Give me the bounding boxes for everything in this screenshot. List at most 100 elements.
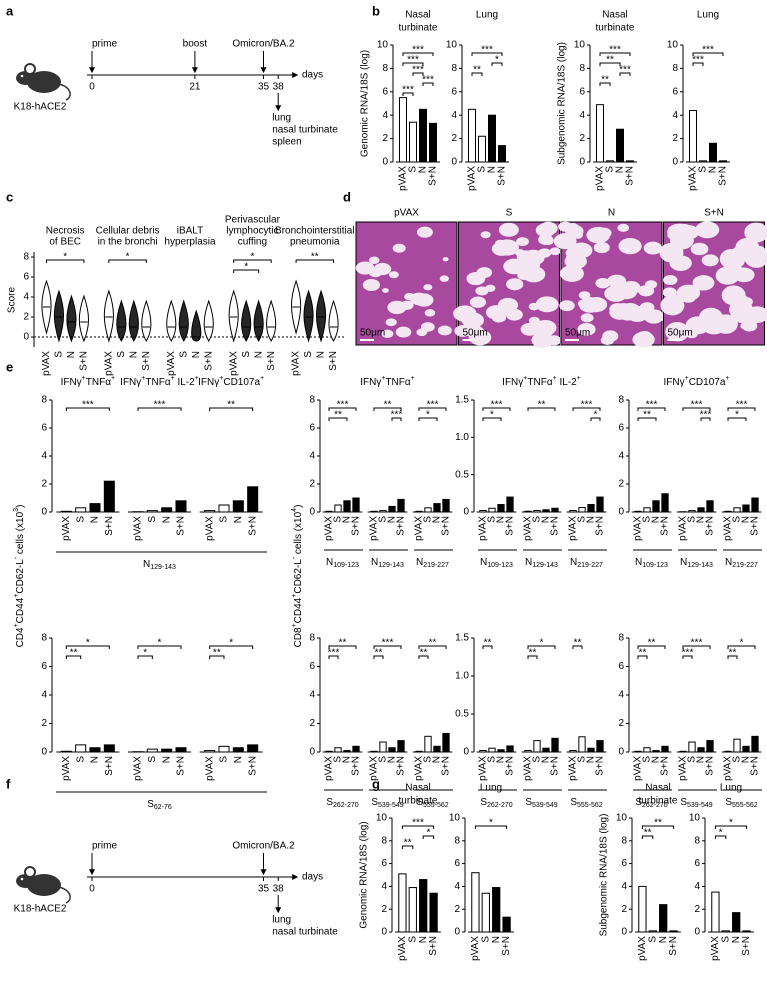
x-tick-label: S+N [550, 516, 561, 536]
chart-heading: IFNγ+TNFα+ [360, 375, 415, 387]
text-part: N [480, 557, 487, 568]
bar [479, 749, 487, 753]
scale-bar [462, 339, 477, 341]
y-tick-label: 6 [23, 272, 29, 283]
text-part: S [725, 797, 732, 808]
significance-label: * [495, 55, 499, 66]
bar [634, 510, 642, 513]
y-tick-label: 2 [23, 312, 29, 323]
text-part: 262-270 [487, 802, 513, 809]
chart-title: Nasal [645, 783, 671, 794]
significance-bracket [700, 417, 711, 421]
x-tick-label: S+N [595, 516, 606, 536]
alveolar-space [382, 288, 389, 293]
text-part: IL-2 [175, 377, 195, 388]
bar [146, 510, 158, 513]
timeline-unit: days [302, 70, 323, 81]
significance-bracket [418, 655, 429, 659]
significance-bracket [373, 645, 402, 649]
x-tick-label: S [687, 756, 698, 763]
bar [542, 509, 550, 513]
y-tick-label: 0 [382, 157, 388, 168]
text-part: TNFα [385, 377, 410, 388]
significance-label: * [426, 410, 430, 421]
panel-label: d [343, 189, 351, 204]
alveolar-space [659, 242, 684, 263]
alveolar-space [387, 300, 407, 315]
bar [742, 745, 750, 753]
footer-label: S62-76 [147, 799, 172, 812]
significance-label: *** [736, 400, 748, 411]
y-tick-label: 10 [574, 40, 586, 51]
bar [502, 916, 511, 933]
y-axis-title: Genomic RNA/18S (log) [360, 50, 371, 157]
bar [616, 128, 624, 163]
y-tick-label: 8 [579, 63, 585, 74]
significance-label: *** [328, 648, 340, 659]
x-tick-label: S+N [176, 516, 187, 536]
bar [247, 486, 259, 513]
bar [533, 740, 541, 753]
bar [578, 736, 586, 753]
bar [497, 504, 505, 513]
chart-title: Lung [476, 10, 498, 21]
violin [303, 289, 314, 343]
text-part: N [416, 557, 423, 568]
bar [699, 160, 707, 163]
alveolar-space [549, 247, 561, 256]
x-tick-label: S [720, 936, 731, 943]
text-part: IFNγ [120, 377, 141, 388]
bar [442, 498, 450, 513]
bar [711, 891, 720, 933]
bar [724, 510, 732, 513]
x-tick-label: pVAX [204, 516, 215, 541]
x-tick-label: N [541, 756, 552, 763]
timeline-tick-label: 35 [258, 884, 270, 895]
significance-bracket [295, 259, 335, 263]
significance-label: ** [729, 648, 737, 659]
significance-bracket [65, 407, 110, 411]
significance-label: * [594, 410, 598, 421]
bar [648, 930, 657, 933]
x-tick-label: S+N [741, 936, 752, 956]
bar [706, 740, 714, 753]
x-tick-label: pVAX [595, 166, 606, 191]
x-tick-label: S+N [351, 516, 362, 536]
x-tick-label: pVAX [568, 516, 579, 541]
group-label: S262-270 [326, 797, 358, 810]
x-tick-label: N [487, 166, 498, 173]
y-tick-label: 6 [579, 86, 585, 97]
x-tick-label: N [387, 516, 398, 523]
x-tick-label: N [496, 756, 507, 763]
significance-bracket [412, 72, 424, 76]
x-tick-label: pVAX [398, 166, 409, 191]
alveolar-space [424, 309, 436, 317]
readout-label: lung [272, 915, 291, 926]
x-tick-label: pVAX [41, 351, 52, 376]
y-tick-label: 2 [618, 479, 624, 490]
significance-bracket [692, 62, 704, 66]
y-tick-label: 4 [41, 451, 47, 462]
mouse-eye [20, 74, 24, 78]
bar [146, 748, 158, 753]
text-part: 555-562 [732, 802, 758, 809]
y-tick-label: 8 [23, 252, 29, 263]
x-tick-label: N [696, 756, 707, 763]
y-tick-label: 8 [672, 63, 678, 74]
significance-label: ** [334, 410, 342, 421]
alveolar-space [516, 237, 529, 247]
alveolar-space [362, 278, 381, 292]
bar [679, 750, 687, 753]
event-label: prime [92, 841, 117, 852]
x-tick-label: S+N [505, 516, 516, 536]
y-tick-label: 6 [41, 661, 47, 672]
group-title: iBALT [177, 226, 204, 237]
bar [247, 744, 259, 753]
significance-label: * [86, 638, 90, 649]
chart-title: turbinate [596, 23, 635, 34]
text-part: + [291, 594, 298, 598]
alveolar-space [410, 292, 429, 306]
x-tick-label: N [66, 351, 77, 358]
alveolar-space [368, 268, 383, 278]
x-tick-label: S [477, 166, 488, 173]
